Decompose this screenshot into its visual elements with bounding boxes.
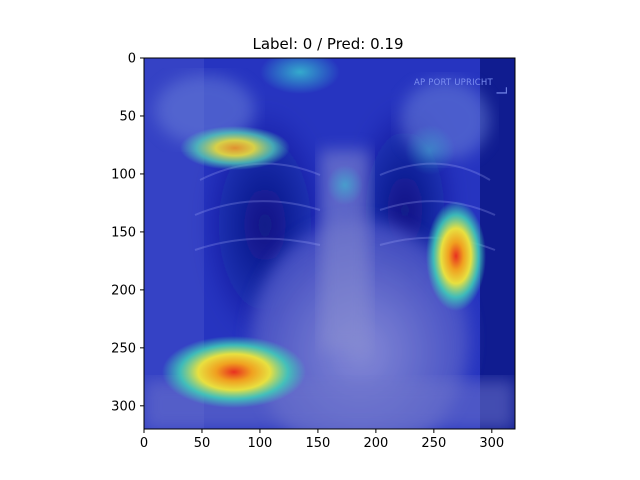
film-marker-text: AP PORT UPRICHT bbox=[414, 78, 494, 88]
x-tick-label: 200 bbox=[363, 436, 388, 451]
x-axis: 0 50 100 150 200 250 300 bbox=[140, 429, 504, 451]
y-axis: 0 50 100 150 200 250 300 bbox=[111, 52, 144, 414]
axes-frame bbox=[143, 57, 516, 430]
heatmap-hotspot-upper-left bbox=[180, 126, 290, 170]
figure-title: Label: 0 / Pred: 0.19 bbox=[252, 35, 403, 53]
x-tick-label: 50 bbox=[194, 436, 211, 451]
heatmap-hotspot-right bbox=[426, 201, 486, 311]
x-tick-label: 0 bbox=[140, 436, 148, 451]
y-tick-label: 0 bbox=[128, 52, 136, 67]
y-tick-label: 100 bbox=[111, 167, 136, 182]
y-tick-label: 300 bbox=[111, 399, 136, 414]
x-tick-label: 250 bbox=[421, 436, 446, 451]
y-tick-label: 150 bbox=[111, 225, 136, 240]
x-tick-label: 150 bbox=[305, 436, 330, 451]
x-tick-label: 300 bbox=[479, 436, 504, 451]
xray-heatmap-image: AP PORT UPRICHT L bbox=[144, 58, 515, 429]
y-tick-label: 200 bbox=[111, 283, 136, 298]
y-tick-label: 250 bbox=[111, 341, 136, 356]
x-tick-label: 100 bbox=[248, 436, 273, 451]
heatmap-hotspot-lower-left bbox=[162, 336, 306, 408]
film-side-marker: L bbox=[495, 87, 511, 95]
y-tick-label: 50 bbox=[119, 109, 136, 124]
